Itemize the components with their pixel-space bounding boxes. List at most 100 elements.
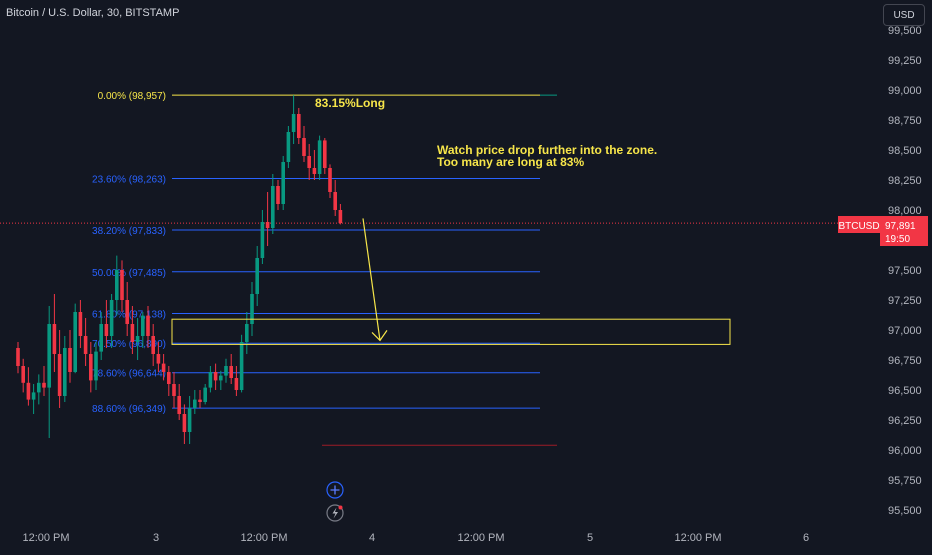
price-axis-label: 96,000 bbox=[888, 445, 922, 457]
candle-body bbox=[42, 382, 46, 388]
candle-body bbox=[286, 132, 291, 162]
candle-body bbox=[104, 324, 109, 336]
candle-body bbox=[224, 366, 228, 376]
price-axis-label: 96,500 bbox=[888, 385, 922, 397]
time-axis-label: 12:00 PM bbox=[674, 532, 721, 544]
candle-body bbox=[219, 375, 223, 381]
price-axis-label: 95,750 bbox=[888, 475, 922, 487]
price-axis-label: 98,000 bbox=[888, 205, 922, 217]
candle-body bbox=[328, 168, 332, 192]
candle-body bbox=[63, 348, 67, 396]
candle-body bbox=[37, 382, 41, 393]
time-axis-label: 6 bbox=[803, 532, 809, 544]
candle-body bbox=[312, 168, 317, 174]
candle-body bbox=[73, 312, 77, 372]
alert-icon[interactable] bbox=[326, 504, 344, 522]
currency-button[interactable]: USD bbox=[883, 4, 925, 26]
candle-body bbox=[193, 399, 197, 408]
candle-body bbox=[31, 392, 36, 400]
down-arrow[interactable] bbox=[362, 218, 388, 342]
price-axis-label: 98,500 bbox=[888, 145, 922, 157]
candle-body bbox=[26, 382, 31, 400]
bar-countdown: 19:50 bbox=[885, 234, 910, 245]
time-axis-label: 3 bbox=[153, 532, 159, 544]
price-axis-label: 99,000 bbox=[888, 85, 922, 97]
fib-level-label: 61.80% (97,138) bbox=[92, 309, 166, 320]
price-axis-label: 96,250 bbox=[888, 415, 922, 427]
candle-body bbox=[255, 258, 259, 294]
candle-body bbox=[57, 354, 62, 396]
candle-body bbox=[317, 140, 322, 174]
price-axis-label: 99,250 bbox=[888, 55, 922, 67]
candle-body bbox=[239, 342, 244, 390]
price-axis-label: 97,250 bbox=[888, 295, 922, 307]
candle-body bbox=[94, 351, 98, 381]
candle-body bbox=[130, 324, 135, 342]
candle-body bbox=[161, 363, 166, 372]
annotation-note-line2: Too many are long at 83% bbox=[437, 155, 584, 169]
fib-level-label: 23.60% (98,263) bbox=[92, 174, 166, 185]
candle-body bbox=[307, 156, 311, 168]
price-axis-label: 98,250 bbox=[888, 175, 922, 187]
last-price-value: 97,891 bbox=[885, 221, 916, 232]
time-axis-label: 12:00 PM bbox=[22, 532, 69, 544]
candle-body bbox=[47, 324, 51, 388]
candle-body bbox=[234, 378, 239, 390]
symbol-label: BTCUSD bbox=[838, 221, 879, 232]
price-axis-label: 96,750 bbox=[888, 355, 922, 367]
long-ratio-label: 83.15%Long bbox=[315, 96, 385, 110]
fib-level-label: 70.50% (96,890) bbox=[92, 339, 166, 350]
candle-body bbox=[245, 324, 249, 342]
candle-body bbox=[135, 336, 140, 342]
candle-body bbox=[120, 270, 124, 300]
fib-level-label: 78.60% (96,644) bbox=[92, 369, 166, 380]
fibonacci-retracement[interactable]: 0.00% (98,957) 23.60% (98,263) 38.20% (97,… bbox=[92, 91, 557, 415]
candle-body bbox=[151, 336, 155, 354]
candle-body bbox=[265, 222, 270, 228]
arrow-head bbox=[371, 330, 388, 342]
candle-body bbox=[323, 140, 327, 168]
price-badge bbox=[880, 216, 928, 246]
candle-body bbox=[208, 372, 213, 388]
candle-body bbox=[21, 366, 25, 383]
candle-body bbox=[125, 300, 129, 324]
candle-body bbox=[99, 324, 103, 352]
candle-body bbox=[146, 315, 150, 336]
last-price-badge: BTCUSD 97,891 19:50 bbox=[838, 216, 928, 246]
candle-body bbox=[291, 114, 296, 132]
candle-body bbox=[182, 414, 187, 432]
candle-body bbox=[338, 210, 343, 224]
candle-body bbox=[16, 348, 20, 366]
candle-body bbox=[187, 408, 192, 432]
price-axis-label: 99,500 bbox=[888, 25, 922, 37]
candle-body bbox=[260, 222, 265, 258]
plus-icon[interactable] bbox=[326, 481, 344, 499]
fib-level-label: 50.00% (97,485) bbox=[92, 268, 166, 279]
candle-body bbox=[333, 192, 337, 210]
target-zone-rectangle[interactable] bbox=[171, 318, 731, 345]
fib-level-label: 88.60% (96,349) bbox=[92, 404, 166, 415]
candle-body bbox=[167, 372, 171, 384]
candle-body bbox=[115, 270, 119, 300]
candle-body bbox=[52, 324, 57, 354]
price-axis-label: 95,500 bbox=[888, 505, 922, 517]
candle-body bbox=[78, 312, 83, 336]
candle-body bbox=[83, 336, 88, 354]
candle-body bbox=[156, 354, 161, 364]
price-axis-label: 97,000 bbox=[888, 325, 922, 337]
time-axis-label: 4 bbox=[369, 532, 375, 544]
fib-level-label: 38.20% (97,833) bbox=[92, 226, 166, 237]
price-axis-label: 98,750 bbox=[888, 115, 922, 127]
candle-body bbox=[297, 114, 301, 138]
candle-body bbox=[198, 399, 202, 402]
time-axis-label: 12:00 PM bbox=[457, 532, 504, 544]
candle-body bbox=[109, 300, 114, 336]
candle-body bbox=[302, 138, 306, 156]
candle-body bbox=[68, 348, 72, 372]
price-axis-label: 97,500 bbox=[888, 265, 922, 277]
fib-level-label: 0.00% (98,957) bbox=[98, 91, 166, 102]
candle-body bbox=[276, 186, 280, 204]
annotation-note-line1: Watch price drop further into the zone. bbox=[437, 143, 657, 157]
